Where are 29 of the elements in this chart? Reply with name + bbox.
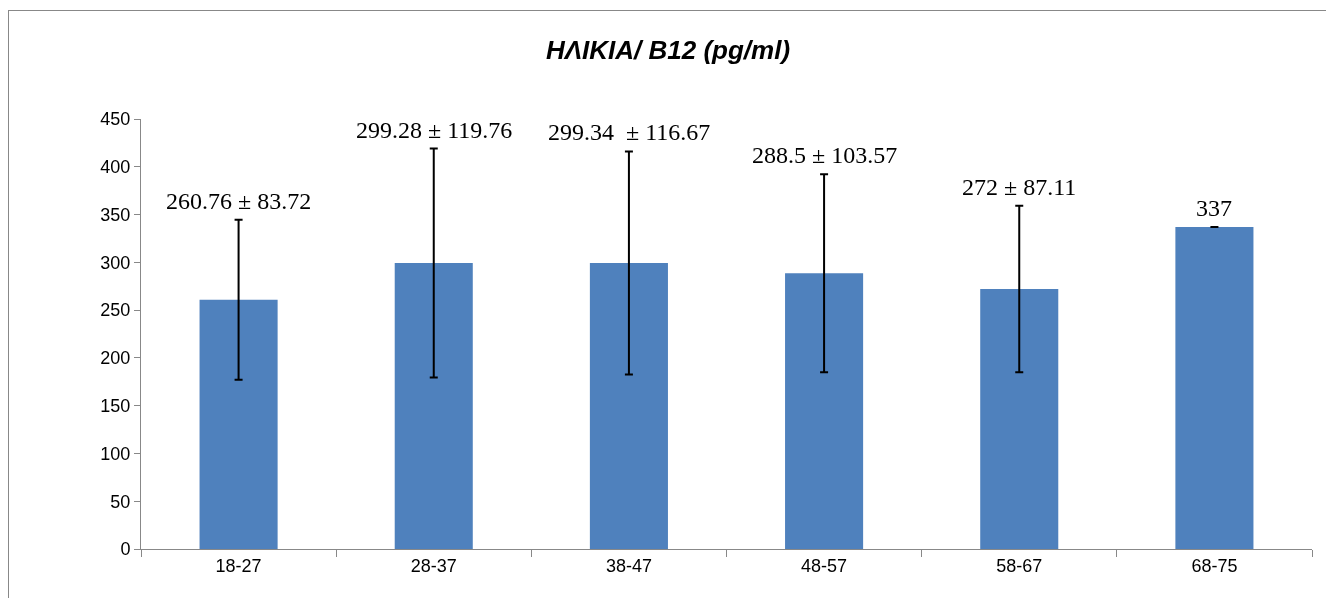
annotation: 299.34 ± 116.67 [548, 119, 711, 145]
annotation: 288.5 ± 103.57 [752, 142, 898, 168]
y-tick-label: 50 [110, 491, 131, 512]
bar [394, 263, 473, 549]
y-tick-label: 400 [100, 157, 131, 178]
y-tick-label: 250 [100, 300, 131, 321]
annotation: 299.28 ± 119.76 [356, 117, 513, 143]
bar [199, 299, 278, 549]
x-tick-label: 68-75 [1191, 555, 1238, 576]
y-tick-label: 100 [100, 443, 131, 464]
bar [1175, 226, 1254, 549]
y-tick-label: 300 [100, 252, 131, 273]
annotation: 337 [1196, 195, 1232, 221]
annotation: 272 ± 87.11 [962, 174, 1077, 200]
y-tick-label: 0 [120, 539, 131, 560]
x-tick-label: 38-47 [605, 555, 652, 576]
y-tick-label: 200 [100, 348, 131, 369]
y-tick-label: 450 [100, 109, 131, 130]
x-tick-label: 28-37 [410, 555, 457, 576]
annotation: 260.76 ± 83.72 [166, 188, 312, 214]
bar [589, 262, 668, 549]
bar [980, 289, 1059, 549]
bar [785, 273, 864, 549]
x-tick-label: 48-57 [801, 555, 848, 576]
y-tick-label: 350 [100, 204, 131, 225]
x-tick-label: 58-67 [996, 555, 1043, 576]
y-tick-label: 150 [100, 395, 131, 416]
x-tick-label: 18-27 [215, 555, 262, 576]
chart-title: ΗΛΙΚΙΑ/ B12 (pg/ml) [545, 34, 791, 65]
